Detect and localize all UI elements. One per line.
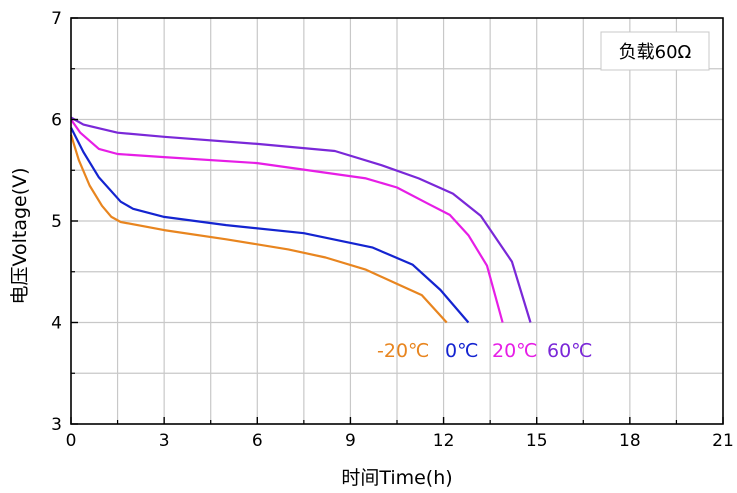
- x-tick-label: 15: [526, 431, 548, 451]
- y-tick-label: 7: [51, 9, 62, 29]
- x-tick-label: 3: [159, 431, 170, 451]
- y-tick-label: 5: [51, 212, 62, 232]
- series-line-60℃: [70, 116, 532, 323]
- y-axis-title: 电压Voltage(V): [9, 167, 31, 304]
- series-line-20℃: [70, 118, 504, 323]
- x-tick-label: 0: [66, 431, 77, 451]
- series-line--20℃: [69, 134, 448, 324]
- y-tick-label: 3: [51, 415, 62, 435]
- annotation-box: 负载60Ω: [600, 31, 710, 71]
- series-layer: [69, 116, 532, 324]
- annotation-frame: [600, 31, 710, 71]
- y-tick-label: 4: [51, 314, 62, 334]
- x-tick-label: 12: [433, 431, 455, 451]
- legend-entry--20℃: -20℃: [377, 340, 429, 362]
- x-tick-label: 21: [712, 431, 734, 451]
- x-tick-label: 18: [619, 431, 641, 451]
- annotation-text: 负载60Ω: [619, 42, 692, 63]
- x-axis-title: 时间Time(h): [341, 467, 452, 489]
- legend-entry-60℃: 60℃: [547, 340, 593, 362]
- x-tick-label: 6: [252, 431, 263, 451]
- y-tick-label: 6: [51, 111, 62, 131]
- legend: -20℃ 0℃ 20℃ 60℃: [377, 340, 593, 362]
- legend-entry-20℃: 20℃: [492, 340, 538, 362]
- series-line-0℃: [70, 127, 470, 324]
- x-tick-label: 9: [345, 431, 356, 451]
- legend-entry-0℃: 0℃: [445, 340, 478, 362]
